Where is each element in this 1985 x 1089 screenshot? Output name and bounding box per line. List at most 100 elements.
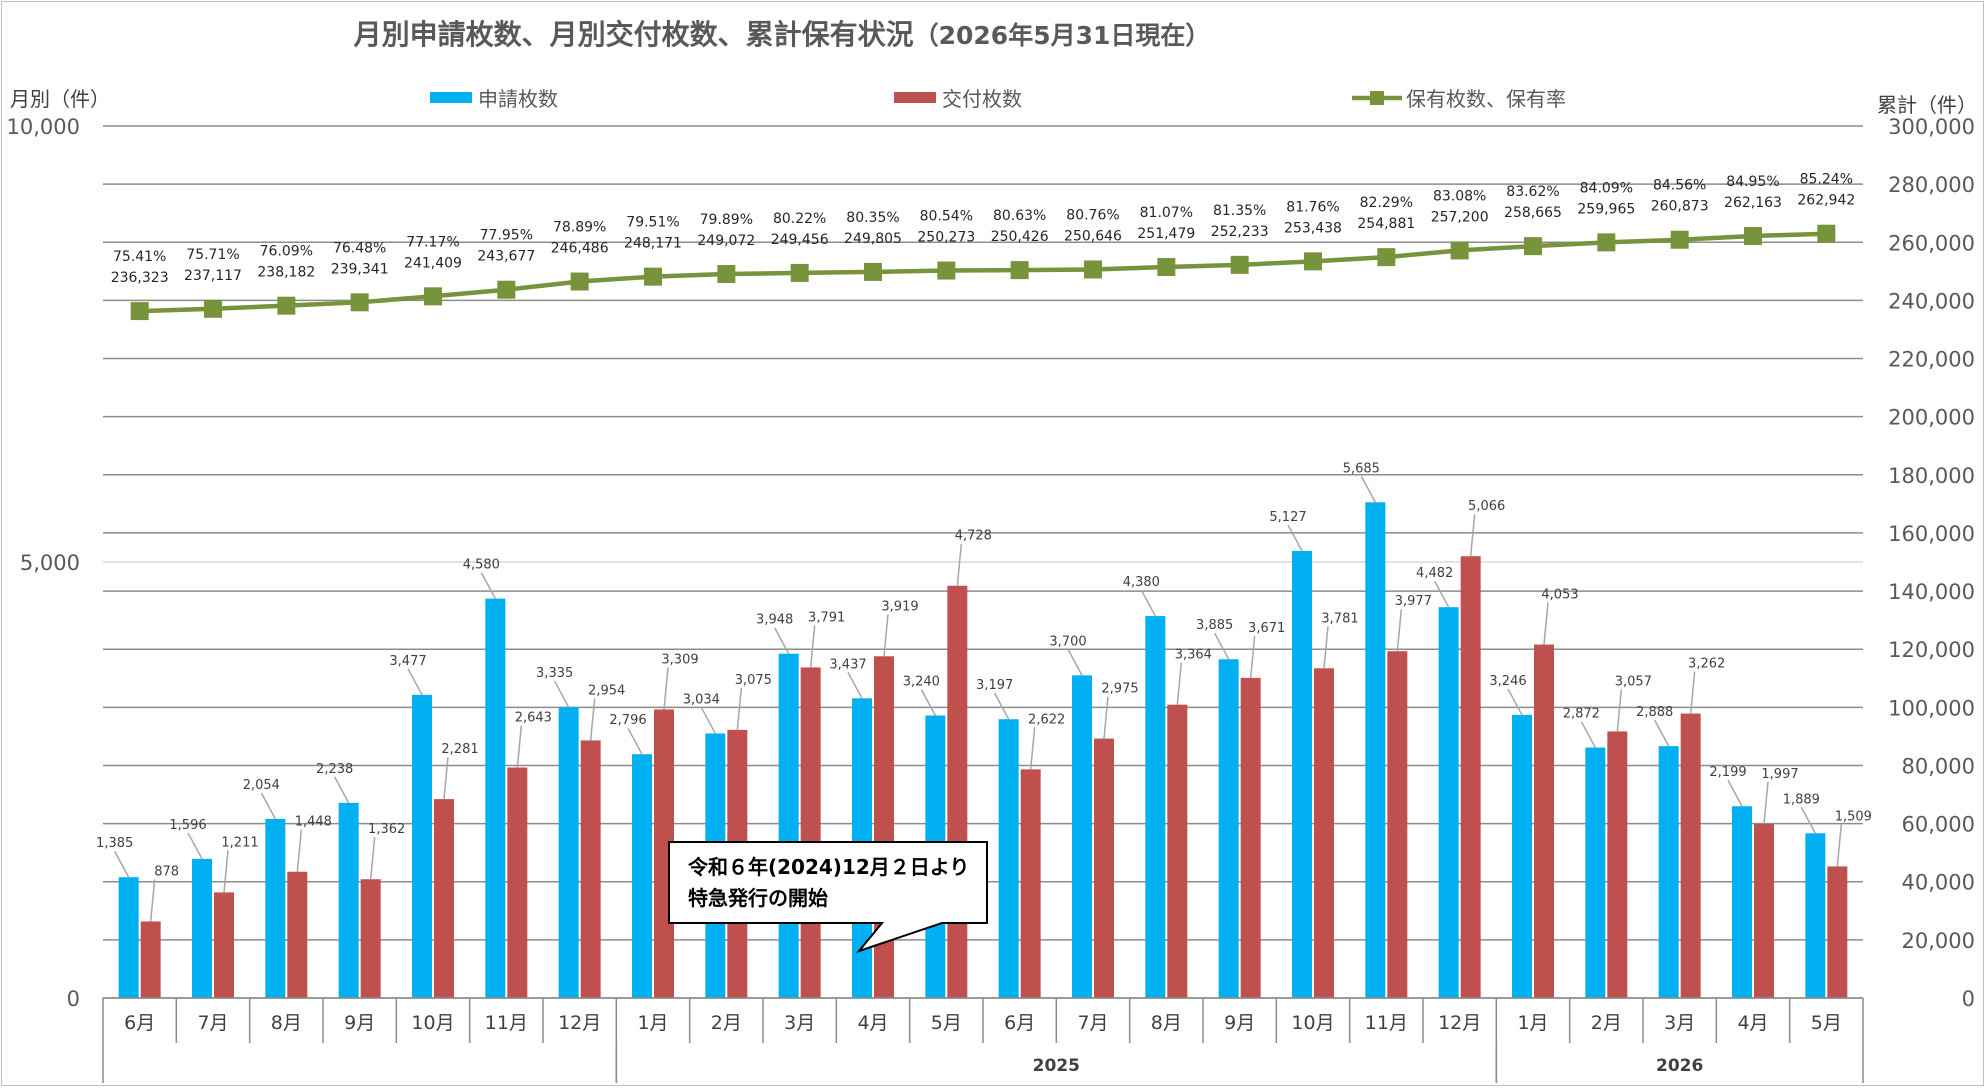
right-tick-label: 260,000 [1888,231,1975,255]
category-label: 4月 [857,1012,888,1034]
data-label-applications: 2,888 [1636,705,1673,720]
holdings-marker [1817,224,1836,243]
data-label-applications: 3,240 [903,674,940,689]
bar-applications [485,598,506,998]
leader-line [1689,671,1696,714]
holdings-marker [1670,230,1689,249]
bar-applications [558,707,579,998]
holdings-marker [130,302,149,321]
left-axis-label: 月別（件） [10,87,110,111]
holdings-marker [864,262,882,281]
leader-line [1434,580,1450,608]
holdings-count-label: 238,182 [257,265,315,281]
callout-line-1: 令和６年(2024)12月２日より [688,855,969,879]
holdings-marker [350,293,369,312]
data-label-issued: 1,997 [1761,767,1798,782]
category-label: 10月 [411,1012,454,1034]
category-label: 11月 [485,1012,528,1034]
holdings-count-label: 241,409 [404,255,462,271]
holdings-marker [1597,233,1616,252]
bar-issued [1167,704,1188,998]
bar-issued [1680,713,1701,998]
leader-line [1249,635,1256,678]
leader-line [774,627,790,655]
bar-issued [214,892,234,998]
leader-line [114,850,130,878]
data-label-issued: 3,057 [1615,674,1652,689]
bar-applications [1292,550,1312,998]
bar-applications [1365,502,1386,998]
leader-line [369,837,376,880]
legend-label-applications: 申請枚数 [478,87,558,111]
bar-applications [412,694,432,998]
data-label-applications: 3,034 [683,692,720,707]
bar-applications [1218,659,1239,998]
holdings-rate-label: 77.95% [480,228,533,244]
data-labels: 1,385 878 1,596 1,211 2,054 1,448 2,238 1,362 3,… [96,172,1872,880]
category-label: 7月 [197,1012,228,1034]
right-tick-label: 200,000 [1888,406,1975,430]
holdings-count-label: 253,438 [1284,220,1342,236]
category-label: 2月 [1591,1012,1622,1034]
holdings-count-label: 250,273 [917,230,975,246]
holdings-marker [937,261,956,280]
leader-line [1800,806,1816,834]
right-tick-label: 0 [1962,987,1975,1011]
holdings-line [130,224,1836,321]
data-label-issued: 3,919 [881,599,918,614]
holdings-rate-label: 79.89% [700,212,753,228]
holdings-rate-label: 84.95% [1726,174,1779,190]
data-label-applications: 1,889 [1783,792,1820,807]
axes: 0 20,000 40,000 60,000 80,000 100,000 120,000 1… [7,115,1975,1083]
leader-line [956,543,963,586]
data-label-issued: 2,643 [515,711,552,726]
leader-line [1360,475,1376,503]
bar-applications [1512,714,1532,998]
bar-issued [1460,556,1481,998]
data-label-applications: 5,685 [1343,461,1380,476]
bar-applications [1805,833,1826,998]
holdings-rate-label: 75.71% [186,247,239,263]
bar-issued [287,871,308,998]
year-label: 2025 [1033,1056,1080,1076]
data-label-applications: 3,885 [1196,618,1233,633]
holdings-marker [790,263,809,282]
data-label-applications: 2,796 [609,713,646,728]
holdings-rate-label: 85.24% [1800,172,1853,188]
holdings-rate-label: 80.63% [993,208,1046,224]
leader-line [1654,719,1670,747]
bar-issued [800,667,821,998]
bar-applications [265,818,286,998]
bar-issued [1314,668,1334,998]
bar-applications [1658,746,1679,998]
leader-line [809,625,816,668]
data-label-issued: 4,053 [1541,588,1578,603]
bar-applications [998,719,1019,998]
legend-swatch-applications [430,92,472,103]
callout-box [668,841,988,954]
category-label: 6月 [1004,1012,1035,1034]
leader-line [223,850,229,893]
category-label: 8月 [1151,1012,1182,1034]
leader-line [1763,781,1769,824]
data-label-applications: 4,380 [1123,575,1160,590]
holdings-marker [204,299,222,318]
leader-line [480,572,496,599]
category-label: 10月 [1291,1012,1334,1034]
leader-line [1287,524,1303,552]
leader-line [260,792,276,820]
data-label-issued: 2,975 [1101,682,1138,697]
leader-line [1580,721,1596,748]
leader-line [1067,649,1083,676]
holdings-count-label: 239,341 [331,261,389,277]
holdings-count-label: 249,456 [771,232,829,248]
holdings-count-label: 236,323 [111,270,169,286]
right-tick-label: 140,000 [1888,580,1975,604]
holdings-marker [1230,255,1249,274]
bar-applications [1585,747,1606,998]
data-label-issued: 5,066 [1468,499,1505,514]
holdings-marker [1524,237,1542,256]
data-label-applications: 3,437 [829,657,866,672]
holdings-rate-label: 75.41% [113,249,166,265]
